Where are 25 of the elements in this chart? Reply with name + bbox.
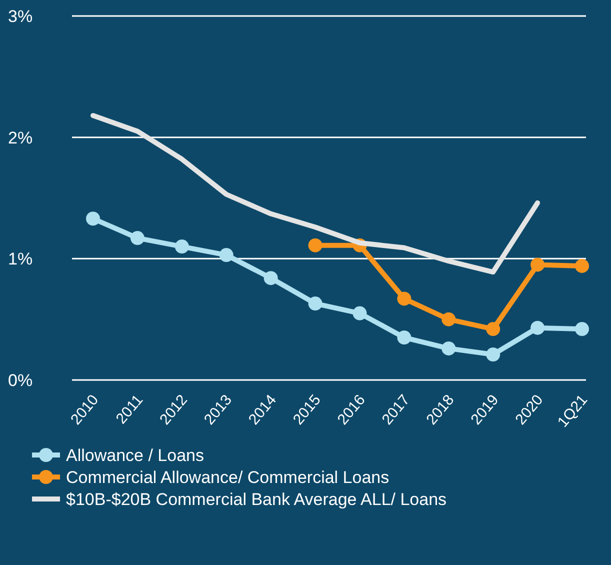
point [308,238,322,252]
point [86,212,100,226]
point [264,271,278,286]
legend-label: Allowance / Loans [66,446,204,465]
point [442,341,456,356]
point [530,258,545,272]
point [397,330,412,345]
y-tick-label: 2% [8,128,33,148]
point [308,296,322,311]
point [130,231,144,246]
point [575,258,589,273]
point [575,322,589,336]
y-tick-label: 1% [8,250,33,269]
point [219,248,234,262]
point [442,312,456,326]
point [352,306,367,320]
point [530,320,545,335]
point [174,240,189,254]
point [486,348,500,362]
legend-label: $10B-$20B Commercial Bank Average ALL/ Loans [66,490,447,509]
legend-label: Commercial Allowance/ Commercial Loans [66,468,390,487]
point [486,322,500,336]
y-tick-label: 3% [8,7,33,26]
point [397,292,412,306]
y-tick-label: 0% [8,371,33,390]
